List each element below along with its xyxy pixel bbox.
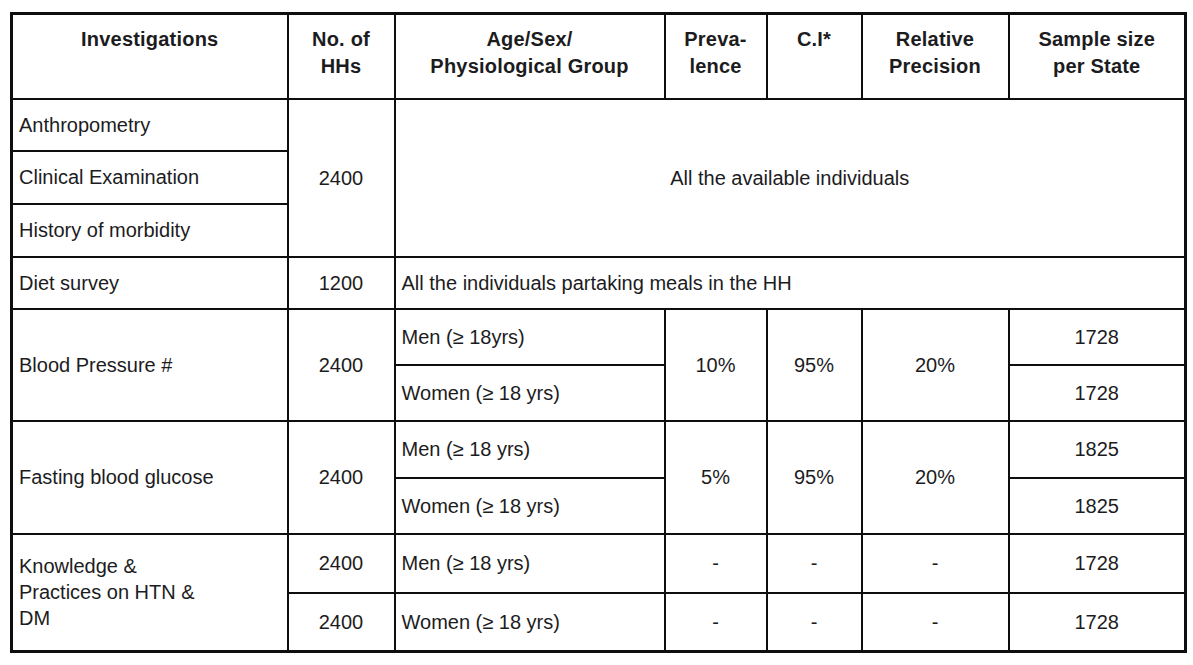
cell-bp-investigation: Blood Pressure #	[12, 309, 288, 421]
cell-bp-relative-precision: 20%	[862, 309, 1009, 421]
cell-knowledge-women-sample: 1728	[1009, 593, 1186, 652]
cell-knowledge-women-hhs: 2400	[288, 593, 395, 652]
cell-diet-hhs: 1200	[288, 257, 395, 309]
header-no-of-hhs: No. of HHs	[288, 14, 395, 99]
header-age-sex-group: Age/Sex/ Physiological Group	[395, 14, 665, 99]
cell-knowledge-women-ci: -	[767, 593, 862, 652]
row-knowledge-men: Knowledge & Practices on HTN & DM 2400 M…	[12, 534, 1186, 593]
header-relative-precision: Relative Precision	[862, 14, 1009, 99]
cell-knowledge-investigation: Knowledge & Practices on HTN & DM	[12, 534, 288, 652]
cell-clinical-examination: Clinical Examination	[12, 151, 288, 204]
row-anthropometry: Anthropometry 2400 All the available ind…	[12, 99, 1186, 151]
cell-general-hhs: 2400	[288, 99, 395, 257]
cell-fbg-men-group: Men (≥ 18 yrs)	[395, 421, 665, 478]
cell-anthropometry: Anthropometry	[12, 99, 288, 151]
cell-general-group: All the available individuals	[395, 99, 1186, 257]
page: Investigations No. of HHs Age/Sex/ Physi…	[0, 0, 1193, 665]
cell-history-morbidity: History of morbidity	[12, 204, 288, 257]
header-investigations: Investigations	[12, 14, 288, 99]
cell-bp-women-group: Women (≥ 18 yrs)	[395, 365, 665, 421]
row-diet-survey: Diet survey 1200 All the individuals par…	[12, 257, 1186, 309]
cell-fbg-women-sample: 1825	[1009, 478, 1186, 534]
cell-bp-ci: 95%	[767, 309, 862, 421]
cell-bp-hhs: 2400	[288, 309, 395, 421]
cell-fbg-investigation: Fasting blood glucose	[12, 421, 288, 534]
sampling-design-table: Investigations No. of HHs Age/Sex/ Physi…	[10, 12, 1187, 653]
cell-knowledge-men-sample: 1728	[1009, 534, 1186, 593]
cell-knowledge-women-prevalence: -	[665, 593, 767, 652]
cell-diet-group: All the individuals partaking meals in t…	[395, 257, 1186, 309]
header-row: Investigations No. of HHs Age/Sex/ Physi…	[12, 14, 1186, 99]
cell-knowledge-men-ci: -	[767, 534, 862, 593]
cell-knowledge-men-group: Men (≥ 18 yrs)	[395, 534, 665, 593]
cell-knowledge-men-prevalence: -	[665, 534, 767, 593]
header-sample-size: Sample size per State	[1009, 14, 1186, 99]
row-fbg-men: Fasting blood glucose 2400 Men (≥ 18 yrs…	[12, 421, 1186, 478]
cell-knowledge-men-relative-precision: -	[862, 534, 1009, 593]
cell-fbg-hhs: 2400	[288, 421, 395, 534]
cell-fbg-relative-precision: 20%	[862, 421, 1009, 534]
cell-knowledge-women-group: Women (≥ 18 yrs)	[395, 593, 665, 652]
cell-knowledge-women-relative-precision: -	[862, 593, 1009, 652]
cell-fbg-prevalence: 5%	[665, 421, 767, 534]
cell-bp-men-sample: 1728	[1009, 309, 1186, 365]
cell-bp-women-sample: 1728	[1009, 365, 1186, 421]
header-ci: C.I*	[767, 14, 862, 99]
row-bp-men: Blood Pressure # 2400 Men (≥ 18yrs) 10% …	[12, 309, 1186, 365]
cell-fbg-ci: 95%	[767, 421, 862, 534]
cell-fbg-women-group: Women (≥ 18 yrs)	[395, 478, 665, 534]
header-prevalence: Preva- lence	[665, 14, 767, 99]
cell-diet-investigation: Diet survey	[12, 257, 288, 309]
cell-bp-men-group: Men (≥ 18yrs)	[395, 309, 665, 365]
cell-bp-prevalence: 10%	[665, 309, 767, 421]
cell-knowledge-men-hhs: 2400	[288, 534, 395, 593]
cell-fbg-men-sample: 1825	[1009, 421, 1186, 478]
